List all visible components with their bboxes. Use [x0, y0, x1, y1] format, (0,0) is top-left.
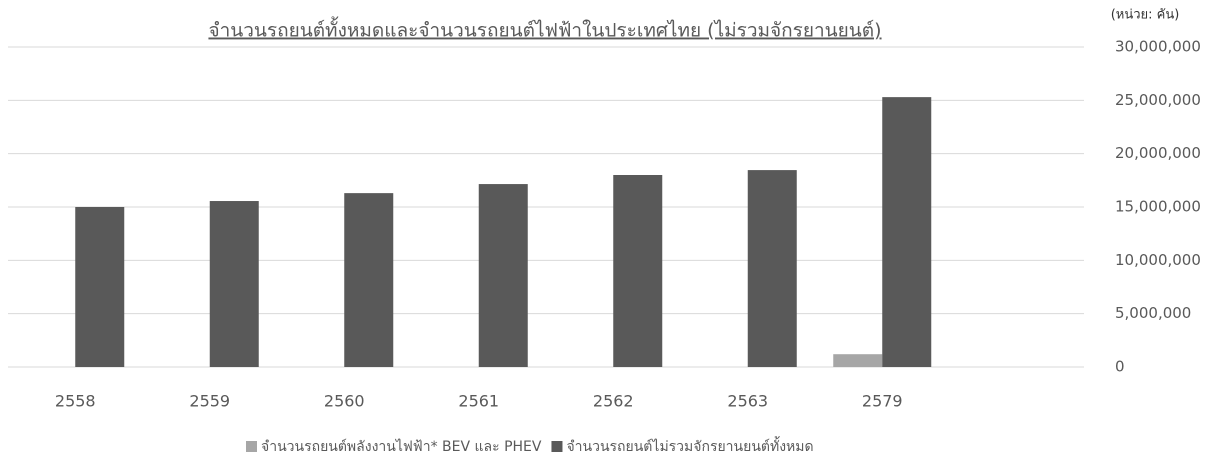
legend-label: จำนวนรถยนต์พลังงานไฟฟ้า* BEV และ PHEV: [261, 438, 542, 455]
bar: [344, 193, 394, 367]
x-tick-label: 2561: [458, 392, 499, 411]
x-tick-label: 2559: [189, 392, 230, 411]
y-tick-label: 30,000,000: [1115, 38, 1201, 56]
chart-title: จำนวนรถยนต์ทั้งหมดและจำนวนรถยนต์ไฟฟ้าในป…: [208, 17, 881, 42]
x-tick-label: 2560: [324, 392, 365, 411]
bar: [478, 184, 528, 367]
y-tick-label: 20,000,000: [1115, 144, 1201, 162]
bar: [75, 207, 125, 367]
x-tick-label: 2579: [862, 392, 903, 411]
x-tick-label: 2563: [727, 392, 768, 411]
bar: [613, 175, 663, 367]
bar: [882, 97, 932, 367]
bar: [209, 201, 259, 367]
bar: [747, 170, 797, 367]
legend-label: จำนวนรถยนต์ไม่รวมจักรยานยนต์ทั้งหมด: [566, 436, 813, 455]
y-tick-label: 25,000,000: [1115, 91, 1201, 109]
x-tick-label: 2562: [593, 392, 634, 411]
y-tick-label: 5,000,000: [1115, 304, 1191, 322]
x-tick-label: 2558: [55, 392, 96, 411]
legend-swatch: [246, 441, 257, 452]
y-axis-label: (หน่วย: คัน): [1111, 8, 1180, 23]
y-tick-label: 10,000,000: [1115, 251, 1201, 269]
y-tick-label: 0: [1115, 358, 1125, 376]
bar: [833, 354, 883, 367]
legend-swatch: [551, 441, 563, 452]
y-tick-label: 15,000,000: [1115, 198, 1201, 216]
